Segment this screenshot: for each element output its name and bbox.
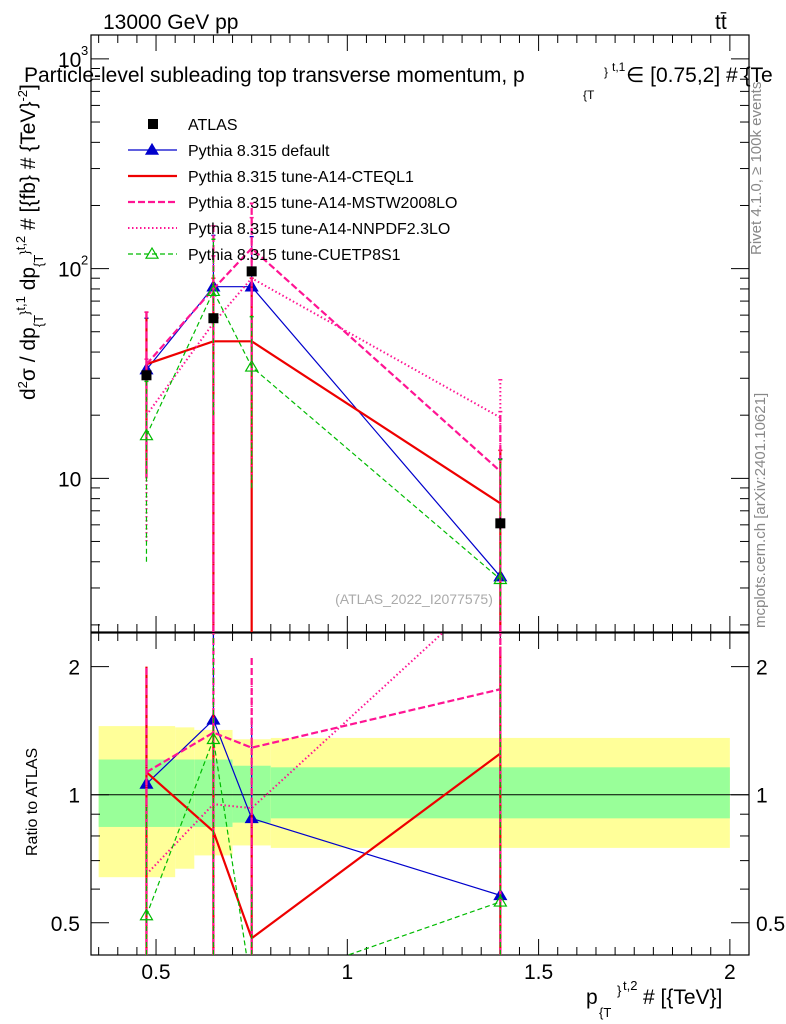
legend-marker-4: [144, 246, 160, 259]
x-tick-0-5: 0.5: [141, 961, 170, 984]
main-frame: [90, 34, 750, 633]
series-marker: [206, 284, 221, 297]
series-ratio-line-0: [146, 718, 501, 896]
series-marker: [493, 572, 508, 585]
mc-curves-main: [139, 202, 508, 632]
series-marker: [244, 359, 259, 372]
mcplots-label: mcplots.cern.ch [arXiv:2401.10621]: [752, 393, 769, 628]
legend-marker-atlas: [148, 119, 158, 129]
green-band-0: [98, 759, 176, 827]
y-tick-1000-exp: 3: [81, 43, 88, 58]
series-marker: [139, 428, 154, 441]
series-line-4: [145, 289, 501, 580]
svg-text:t,2: t,2: [623, 978, 637, 993]
green-band-1: [175, 759, 195, 827]
legend-marker-0: [144, 142, 160, 155]
title-sup-brace: }: [604, 65, 608, 79]
y-tick-1000: 10: [58, 49, 81, 72]
title-sub: {T: [583, 88, 595, 102]
axis-ticks: [91, 35, 749, 955]
legend-label-nnpdf23lo: Pythia 8.315 tune-A14-NNPDF2.3LO: [188, 221, 450, 238]
main-y-tick-labels: 10 10 2 10 3: [58, 43, 88, 491]
ratio-uncertainty-bands: [98, 726, 730, 878]
atlas-data-points: [141, 266, 506, 530]
ratio-frame: [90, 632, 750, 956]
series-line-3: [145, 276, 501, 419]
legend: ATLAS Pythia 8.315 default Pythia 8.315 …: [128, 117, 457, 264]
x-tick-1: 1: [341, 961, 353, 984]
x-tick-2: 2: [724, 961, 736, 984]
series-ratio-line-4: [145, 736, 501, 955]
atlas-point: [208, 313, 219, 324]
y-tick-10: 10: [58, 468, 81, 491]
ratio-tick-0-5: 0.5: [51, 913, 80, 936]
series-ratio-line-2: [145, 688, 501, 774]
legend-label-default: Pythia 8.315 default: [188, 143, 330, 160]
main-y-axis-title: d2σ / dp{T}t,1 dp{T}t,2 # [{fb} # {TeV}-…: [13, 84, 46, 400]
series-ratio-marker: [206, 732, 221, 745]
legend-label-atlas: ATLAS: [188, 117, 238, 134]
series-line-2: [145, 246, 502, 473]
series-ratio-line-1: [145, 752, 501, 940]
legend-label-mstw2008lo: Pythia 8.315 tune-A14-MSTW2008LO: [188, 195, 457, 212]
mc-curves-ratio: [139, 633, 508, 955]
svg-text:}: }: [617, 983, 622, 998]
legend-label-cteql1: Pythia 8.315 tune-A14-CTEQL1: [188, 169, 414, 186]
ratio-tick-1: 1: [68, 785, 80, 808]
svg-text:{T: {T: [599, 1005, 611, 1020]
ratio-y-axis-title: Ratio to ATLAS: [24, 748, 41, 856]
header-process: tt̄: [715, 11, 727, 34]
analysis-watermark: (ATLAS_2022_I2077575): [335, 591, 493, 607]
svg-text:d2σ / dp{T}t,1 dp{T}t,2 # [{fb: d2σ / dp{T}t,1 dp{T}t,2 # [{fb} # {TeV}-…: [13, 84, 46, 400]
series-ratio-marker: [493, 894, 508, 907]
ratio-y-tick-labels: 0.5 1 2 0.5 1 2: [51, 657, 785, 936]
header-energy: 13000 GeV pp: [103, 11, 238, 34]
x-axis-title: p {T } t,2 # [{TeV}]: [586, 978, 722, 1020]
legend-label-cuetp8s1: Pythia 8.315 tune-CUETP8S1: [188, 247, 401, 264]
x-tick-labels: 0.5 1 1.5 2: [141, 961, 735, 984]
plot-title: Particle-level subleading top transverse…: [24, 60, 773, 102]
ratio-tick-1-right: 1: [756, 785, 768, 808]
title-tail: ∈ [0.75,2] # {Te: [626, 64, 773, 87]
series-ratio-line-3: [145, 633, 444, 876]
x-tick-1-5: 1.5: [524, 961, 553, 984]
series-line-0: [146, 286, 501, 577]
y-tick-100: 10: [58, 259, 81, 282]
atlas-point: [141, 370, 152, 381]
title-sup: t,1: [612, 60, 626, 74]
y-tick-100-exp: 2: [81, 253, 88, 268]
series-line-1: [146, 340, 501, 505]
atlas-point: [495, 518, 506, 529]
title-main: Particle-level subleading top transverse…: [24, 64, 525, 87]
ratio-tick-0-5-right: 0.5: [756, 913, 785, 936]
svg-text:Particle-level subleading top: Particle-level subleading top transverse…: [24, 64, 525, 87]
rivet-label: Rivet 4.1.0, ≥ 100k events: [748, 82, 765, 255]
ratio-tick-2-right: 2: [756, 657, 768, 680]
svg-text:p: p: [586, 986, 598, 1009]
svg-text:# [{TeV}]: # [{TeV}]: [643, 986, 722, 1009]
series-ratio-marker: [139, 908, 154, 921]
ratio-tick-2: 2: [68, 657, 80, 680]
atlas-point: [246, 266, 257, 277]
